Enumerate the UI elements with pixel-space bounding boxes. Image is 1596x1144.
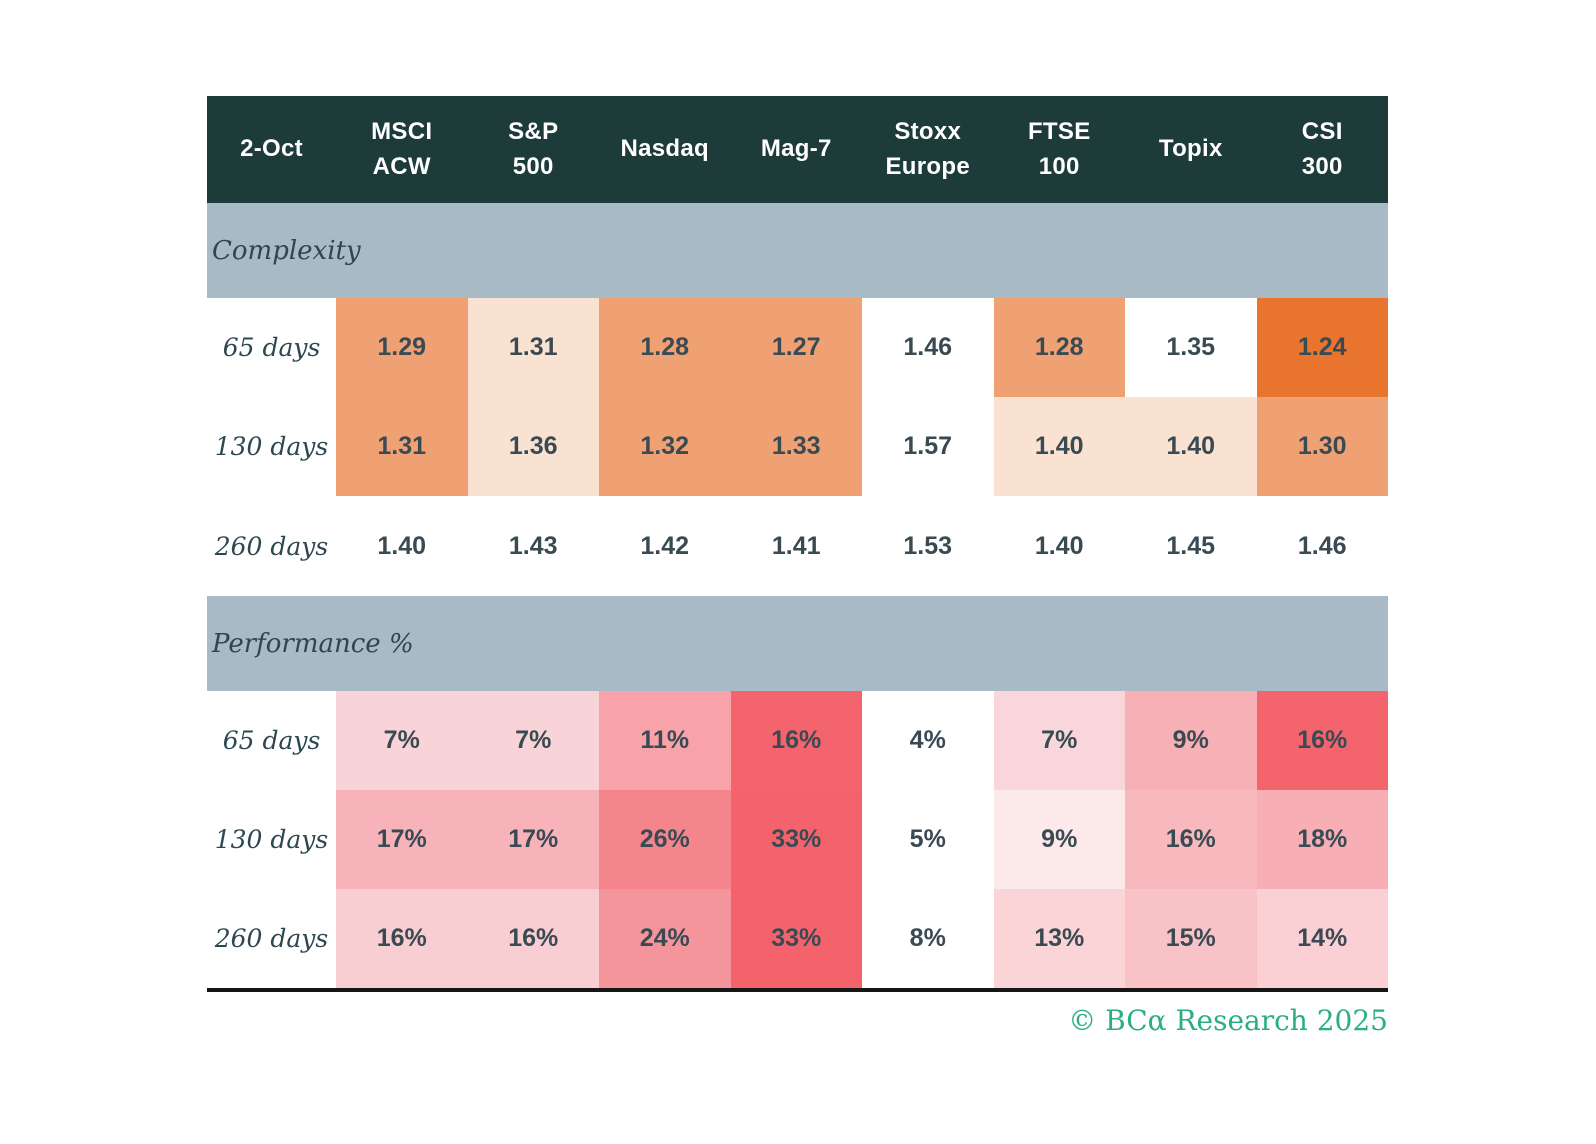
row-label: 260 days (207, 889, 336, 988)
heatmap-cell: 1.31 (336, 397, 468, 496)
heatmap-cell: 1.27 (730, 298, 862, 397)
heatmap-cell: 1.43 (467, 496, 599, 596)
heatmap-cell: 1.46 (1256, 496, 1388, 596)
heatmap-cell: 7% (993, 691, 1125, 790)
heatmap-cell: 1.46 (862, 298, 994, 397)
heatmap-cell: 1.30 (1256, 397, 1388, 496)
heatmap-cell: 24% (599, 889, 731, 988)
column-header: S&P 500 (467, 96, 599, 203)
heatmap-cell: 8% (862, 889, 994, 988)
row-label: 130 days (207, 790, 336, 889)
heatmap-cell: 1.36 (467, 397, 599, 496)
heatmap-cell: 9% (993, 790, 1125, 889)
heatmap-cell: 11% (599, 691, 731, 790)
column-header: CSI 300 (1256, 96, 1388, 203)
heatmap-cell: 1.53 (862, 496, 994, 596)
heatmap-cell: 1.24 (1256, 298, 1388, 397)
heatmap-cell: 1.57 (862, 397, 994, 496)
row-label: 130 days (207, 397, 336, 496)
date-header-cell: 2-Oct (207, 96, 336, 203)
heatmap-cell: 1.45 (1125, 496, 1257, 596)
heatmap-cell: 1.42 (599, 496, 731, 596)
heatmap-cell: 1.40 (993, 397, 1125, 496)
section-label: Performance % (212, 628, 414, 659)
column-header: Nasdaq (599, 96, 731, 203)
row-label: 260 days (207, 496, 336, 596)
heatmap-cell: 1.28 (599, 298, 731, 397)
heatmap-cell: 16% (730, 691, 862, 790)
column-header: Stoxx Europe (862, 96, 994, 203)
column-header: Mag-7 (730, 96, 862, 203)
heatmap-cell: 18% (1256, 790, 1388, 889)
heatmap-cell: 33% (730, 790, 862, 889)
heatmap-cell: 1.29 (336, 298, 468, 397)
section-band: Complexity (207, 203, 1388, 298)
heatmap-cell: 1.41 (730, 496, 862, 596)
heatmap-cell: 1.35 (1125, 298, 1257, 397)
heatmap-cell: 26% (599, 790, 731, 889)
row-label: 65 days (207, 298, 336, 397)
heatmap-cell: 1.40 (336, 496, 468, 596)
heatmap-cell: 1.40 (993, 496, 1125, 596)
heatmap-cell: 14% (1256, 889, 1388, 988)
copyright-credit: © BCα Research 2025 (1068, 1004, 1388, 1037)
heatmap-cell: 16% (1125, 790, 1257, 889)
column-header: FTSE 100 (993, 96, 1125, 203)
heatmap-cell: 16% (336, 889, 468, 988)
heatmap-cell: 1.33 (730, 397, 862, 496)
heatmap-cell: 33% (730, 889, 862, 988)
heatmap-table: 2-Oct MSCI ACW S&P 500 Nasdaq Mag-7 Stoxx Eur… (207, 96, 1388, 992)
column-header: Topix (1125, 96, 1257, 203)
row-label: 65 days (207, 691, 336, 790)
heatmap-cell: 17% (336, 790, 468, 889)
heatmap-cell: 7% (336, 691, 468, 790)
heatmap-cell: 16% (1256, 691, 1388, 790)
heatmap-cell: 9% (1125, 691, 1257, 790)
column-header: MSCI ACW (336, 96, 468, 203)
heatmap-cell: 5% (862, 790, 994, 889)
heatmap-cell: 16% (467, 889, 599, 988)
heatmap-cell: 15% (1125, 889, 1257, 988)
heatmap-cell: 7% (467, 691, 599, 790)
heatmap-cell: 1.31 (467, 298, 599, 397)
heatmap-cell: 1.32 (599, 397, 731, 496)
heatmap-cell: 13% (993, 889, 1125, 988)
heatmap-cell: 1.40 (1125, 397, 1257, 496)
section-label: Complexity (212, 235, 361, 266)
section-band: Performance % (207, 596, 1388, 691)
heatmap-cell: 1.28 (993, 298, 1125, 397)
heatmap-cell: 17% (467, 790, 599, 889)
heatmap-cell: 4% (862, 691, 994, 790)
